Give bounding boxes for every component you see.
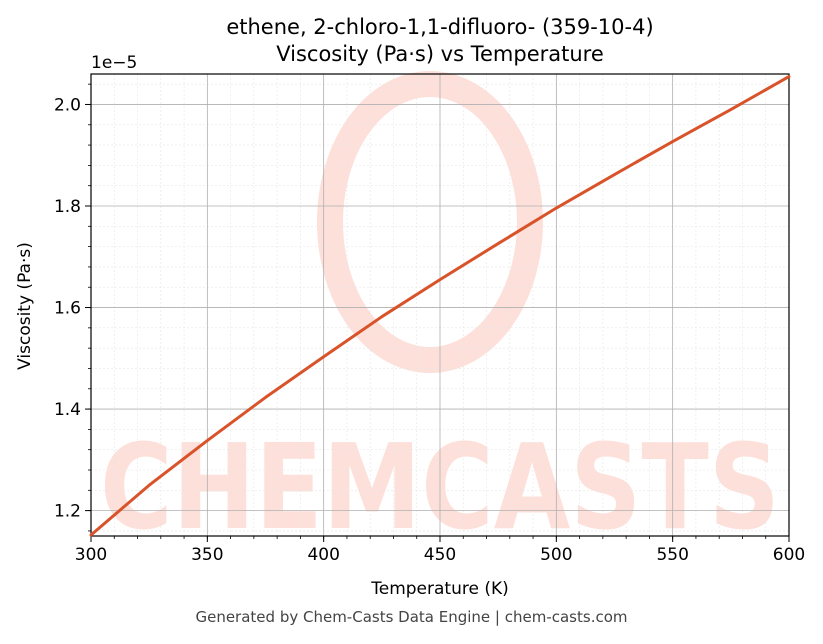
x-tick-label: 600 — [773, 545, 805, 565]
x-tick-label: 550 — [656, 545, 688, 565]
viscosity-line — [89, 75, 791, 537]
chart-title: ethene, 2-chloro-1,1-difluoro- (359-10-4… — [226, 15, 653, 39]
y-offset-label: 1e−5 — [91, 53, 137, 73]
x-axis-label: Temperature (K) — [370, 579, 509, 599]
x-tick-label: 500 — [540, 545, 572, 565]
x-tick-label: 350 — [191, 545, 223, 565]
y-tick-label: 1.2 — [54, 502, 81, 522]
x-tick-label: 400 — [307, 545, 339, 565]
y-tick-label: 2.0 — [54, 95, 81, 115]
y-tick-label: 1.8 — [54, 197, 81, 217]
chart-subtitle: Viscosity (Pa·s) vs Temperature — [276, 42, 604, 66]
watermark-logo-ring — [317, 71, 543, 373]
y-tick-label: 1.4 — [54, 400, 81, 420]
y-tick-label: 1.6 — [54, 299, 81, 319]
axes: 300 350 400 450 500 550 600 1.2 1.4 1.6 1.8 2.0 — [54, 73, 805, 565]
y-axis-label: Viscosity (Pa·s) — [15, 242, 35, 370]
footer-credit: Generated by Chem-Casts Data Engine | ch… — [195, 608, 628, 626]
series-layer — [89, 75, 791, 537]
x-tick-label: 300 — [75, 545, 107, 565]
x-tick-label: 450 — [424, 545, 456, 565]
